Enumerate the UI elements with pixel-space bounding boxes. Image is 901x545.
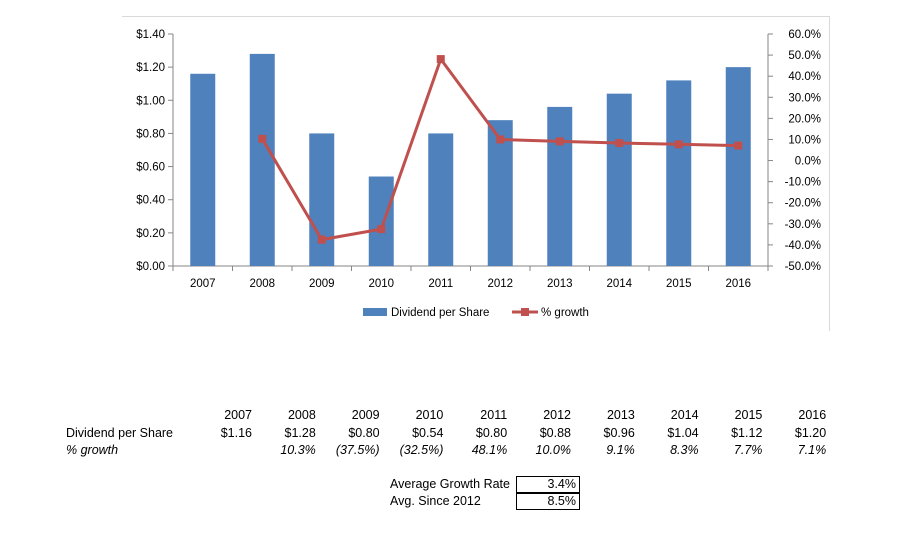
avg-growth-value: 3.4% (547, 477, 577, 491)
x-axis-tick-label: 2016 (725, 278, 751, 290)
left-axis-tick-label: $0.60 (136, 162, 165, 174)
left-axis-tick-label: $0.80 (136, 128, 165, 140)
bar-dividend (547, 106, 573, 267)
bar-dividend (249, 53, 275, 267)
combo-chart: $0.00 $0.20 $0.40 $0.60 $0.80 $1.00 $1.20 $1.40… (136, 29, 821, 319)
x-axis-tick-label: 2015 (666, 278, 692, 290)
bar-dividend (368, 176, 394, 266)
left-axis-tick-label: $1.00 (136, 95, 165, 107)
table-cell: $1.12 (731, 426, 763, 440)
table-cell: 9.1% (606, 443, 635, 457)
table-year-header: 2013 (606, 408, 635, 422)
legend-marker-growth (521, 308, 529, 316)
avg-growth-label: Average Growth Rate (390, 477, 510, 491)
left-axis-tick-label: $1.40 (136, 29, 165, 41)
right-axis-tick-label: 60.0% (788, 29, 821, 41)
right-axis-tick-label: -20.0% (785, 198, 821, 210)
x-axis-tick-label: 2013 (547, 278, 573, 290)
right-axis-tick-label: 30.0% (788, 92, 821, 104)
table-year-header: 2008 (287, 408, 316, 422)
table-cell: 7.1% (797, 443, 827, 457)
bar-dividend (309, 133, 335, 266)
right-axis-tick-label: -30.0% (785, 219, 821, 231)
bar-dividend (487, 120, 513, 267)
table-cell: $1.28 (284, 426, 316, 440)
table-cell: 10.3% (280, 443, 316, 457)
table-cell: $0.96 (603, 426, 635, 440)
right-axis-tick-label: 40.0% (788, 71, 821, 83)
table-cell: $1.16 (220, 426, 252, 440)
left-axis-tick-label: $0.20 (136, 228, 165, 240)
x-axis-tick-label: 2012 (487, 278, 513, 290)
table-cell: 8.3% (670, 443, 699, 457)
legend-swatch-dividend (363, 308, 387, 316)
growth-marker (674, 140, 683, 149)
table-cell: 7.7% (733, 443, 763, 457)
table-year-header: 2009 (351, 408, 380, 422)
table-year-header: 2015 (734, 408, 763, 422)
table-cell: $0.80 (348, 426, 380, 440)
right-axis-tick-label: 0.0% (795, 156, 821, 168)
right-axis-tick-label: 20.0% (788, 113, 821, 125)
avg-since-label: Avg. Since 2012 (390, 494, 481, 508)
growth-marker (258, 134, 267, 143)
table-year-header: 2007 (224, 408, 252, 422)
right-axis-tick-label: -50.0% (785, 261, 821, 273)
table-year-header: 2010 (415, 408, 444, 422)
right-axis-tick-label: 10.0% (788, 134, 821, 146)
x-axis-tick-label: 2011 (428, 278, 453, 290)
growth-marker (496, 135, 505, 144)
left-axis-tick-label: $1.20 (136, 62, 165, 74)
table-year-header: 2014 (670, 408, 699, 422)
bar-dividend (666, 80, 692, 267)
x-axis-tick-label: 2009 (309, 278, 335, 290)
growth-marker (615, 139, 624, 148)
right-axis-tick-label: 50.0% (788, 50, 821, 62)
table-year-header: 2011 (480, 408, 508, 422)
table-cell: (37.5%) (335, 443, 380, 457)
x-axis-tick-label: 2008 (249, 278, 275, 290)
x-axis-tick-label: 2007 (190, 278, 216, 290)
table-cell: (32.5%) (399, 443, 444, 457)
growth-marker (436, 55, 445, 64)
growth-marker (555, 137, 564, 146)
table-year-header: 2012 (543, 408, 571, 422)
growth-marker (317, 235, 326, 244)
growth-marker (377, 225, 386, 234)
table-cell: $0.80 (475, 426, 508, 440)
growth-marker (734, 141, 743, 150)
bar-dividend (428, 133, 454, 266)
bar-dividend (190, 73, 216, 266)
avg-since-box: 8.5% (516, 493, 580, 510)
right-axis-tick-label: -10.0% (785, 177, 821, 189)
avg-since-value: 8.5% (547, 494, 577, 508)
legend-label-dividend: Dividend per Share (391, 307, 489, 319)
left-axis-tick-label: $0.40 (136, 195, 165, 207)
chart-area: $0.00 $0.20 $0.40 $0.60 $0.80 $1.00 $1.20 $1.40… (122, 16, 830, 331)
table-row-label: % growth (66, 443, 119, 457)
right-axis-tick-label: -40.0% (785, 240, 821, 252)
x-axis-tick-label: 2014 (606, 278, 632, 290)
table-cell: $1.20 (794, 426, 827, 440)
bar-dividend (725, 67, 751, 266)
table-cell: 10.0% (535, 443, 571, 457)
table-cell: $1.04 (667, 426, 699, 440)
table-cell: $0.88 (539, 426, 571, 440)
legend-label-growth: % growth (541, 307, 589, 319)
x-axis-tick-label: 2010 (368, 278, 394, 290)
table-year-header: 2016 (798, 408, 827, 422)
table-cell: $0.54 (412, 426, 444, 440)
left-axis-tick-label: $0.00 (136, 261, 165, 273)
bar-dividend (606, 93, 632, 267)
table-cell: 48.1% (471, 443, 508, 457)
avg-growth-box: 3.4% (516, 476, 580, 493)
table-row-label: Dividend per Share (66, 426, 174, 440)
